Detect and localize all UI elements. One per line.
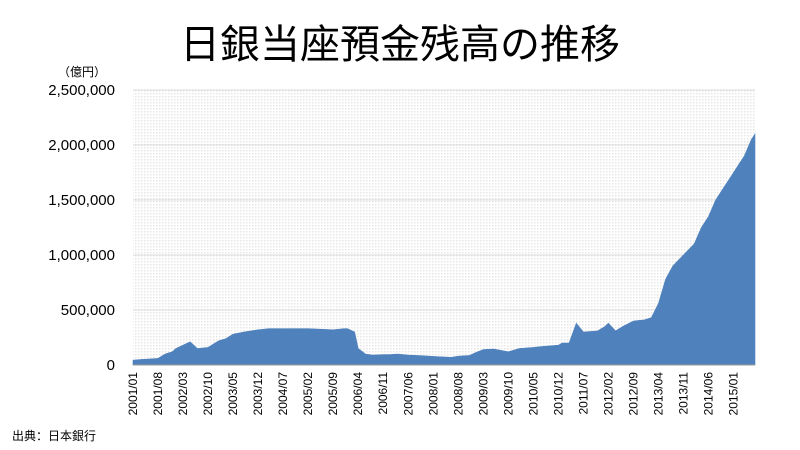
x-tick-label: 2007/06 <box>401 372 415 416</box>
y-axis: 0 500,000 1,000,000 1,500,000 2,000,000 2,500… <box>48 82 115 374</box>
x-tick-label: 2009/10 <box>501 372 515 416</box>
area-series-0 <box>132 132 756 366</box>
x-tick-label: 2012/09 <box>627 372 641 416</box>
x-tick-label: 2003/05 <box>226 372 240 416</box>
x-axis: 2001/01 2001/08 2002/03 2002/10 2003/05 2003/… <box>126 372 741 416</box>
x-tick-label: 2011/07 <box>576 372 590 415</box>
x-tick-label: 2006/11 <box>376 372 390 415</box>
x-tick-label: 2008/08 <box>451 372 465 416</box>
x-tick-label: 2002/10 <box>201 372 215 416</box>
y-tick-label: 1,500,000 <box>48 192 115 209</box>
x-tick-label: 2006/04 <box>351 372 365 416</box>
plot-area <box>132 89 756 366</box>
y-tick-label: 1,000,000 <box>48 247 115 264</box>
x-tick-label: 2013/04 <box>652 372 666 416</box>
x-tick-label: 2002/03 <box>176 372 190 416</box>
y-tick-label: 2,000,000 <box>48 137 115 154</box>
x-tick-label: 2001/08 <box>151 372 165 416</box>
x-tick-label: 2005/09 <box>326 372 340 416</box>
x-tick-label: 2010/05 <box>526 372 540 416</box>
x-tick-label: 2013/11 <box>677 372 691 415</box>
x-tick-label: 2003/12 <box>251 372 265 416</box>
x-tick-label: 2001/01 <box>126 372 140 416</box>
x-tick-label: 2014/06 <box>702 372 716 416</box>
y-tick-label: 2,500,000 <box>48 82 115 99</box>
source-note: 出典：日本銀行 <box>12 429 96 443</box>
chart-title: 日銀当座預金残高の推移 <box>180 22 620 68</box>
x-tick-label: 2005/02 <box>301 372 315 416</box>
x-tick-label: 2004/07 <box>276 372 290 416</box>
x-tick-label: 2015/01 <box>727 372 741 416</box>
y-tick-label: 0 <box>107 357 115 374</box>
x-tick-label: 2009/03 <box>476 372 490 416</box>
x-tick-label: 2010/12 <box>551 372 565 416</box>
x-tick-label: 2012/02 <box>601 372 615 416</box>
y-tick-label: 500,000 <box>61 302 115 319</box>
unit-label: （億円） <box>58 65 106 79</box>
x-tick-label: 2008/01 <box>426 372 440 416</box>
